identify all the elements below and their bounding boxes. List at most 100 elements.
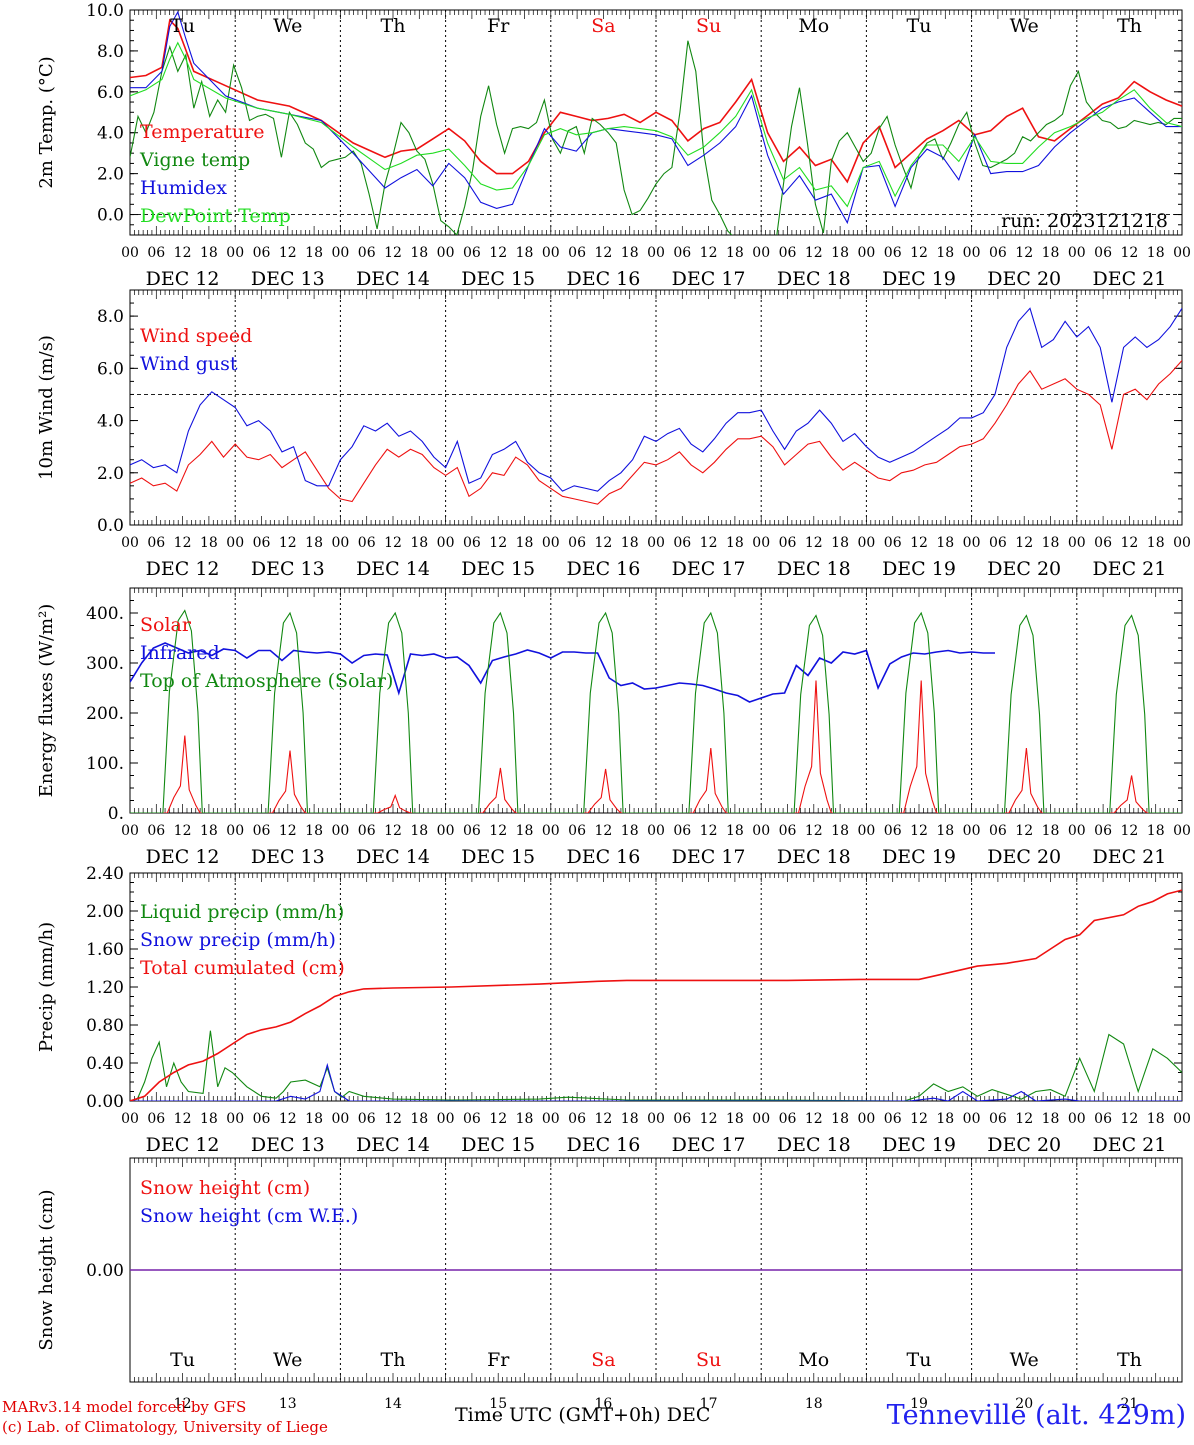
y-tick-label: 400. <box>86 604 124 624</box>
x-hour-label: 00 <box>1173 823 1191 839</box>
x-hour-label: 12 <box>594 823 612 839</box>
lab-credit: (c) Lab. of Climatology, University of L… <box>2 1418 328 1436</box>
x-hour-label: 00 <box>963 1111 981 1127</box>
x-hour-label: 00 <box>1068 823 1086 839</box>
x-hour-label: 00 <box>121 535 139 551</box>
day-of-week-label: Tu <box>907 1349 932 1371</box>
x-hour-label: 18 <box>516 245 534 261</box>
x-hour-label: 12 <box>1015 823 1033 839</box>
series-line-wind-speed <box>130 360 1182 505</box>
y-axis-label: 10m Wind (m/s) <box>36 335 57 480</box>
x-hour-label: 06 <box>463 1111 481 1127</box>
x-hour-label: 18 <box>621 535 639 551</box>
x-date-label: DEC 20 <box>987 268 1061 290</box>
x-hour-label: 06 <box>147 535 165 551</box>
x-date-label: DEC 12 <box>146 268 220 290</box>
x-hour-label: 12 <box>1015 1111 1033 1127</box>
x-hour-label: 06 <box>568 535 586 551</box>
x-hour-label: 00 <box>647 245 665 261</box>
x-hour-label: 12 <box>910 535 928 551</box>
x-hour-label: 18 <box>1042 823 1060 839</box>
y-tick-label: 300. <box>86 654 124 674</box>
x-hour-label: 00 <box>963 823 981 839</box>
x-date-label: DEC 18 <box>777 558 851 580</box>
x-hour-label: 06 <box>1094 245 1112 261</box>
x-date-label: DEC 18 <box>777 268 851 290</box>
x-hour-label: 00 <box>437 823 455 839</box>
day-number-label: 15 <box>489 1396 507 1412</box>
series-line-total-cumulated-cm- <box>130 889 1182 1101</box>
x-hour-label: 12 <box>489 535 507 551</box>
x-hour-label: 18 <box>1042 245 1060 261</box>
x-hour-label: 00 <box>1068 535 1086 551</box>
day-number-label: 13 <box>279 1396 297 1412</box>
x-hour-label: 00 <box>331 1111 349 1127</box>
x-hour-label: 12 <box>805 535 823 551</box>
y-tick-label: 6.0 <box>97 359 124 379</box>
day-number-label: 20 <box>1015 1396 1033 1412</box>
x-date-label: DEC 13 <box>251 1134 325 1156</box>
x-hour-label: 00 <box>752 1111 770 1127</box>
x-hour-label: 18 <box>200 245 218 261</box>
legend-entry: Temperature <box>140 121 264 143</box>
legend-entry: Wind speed <box>140 325 252 347</box>
x-hour-label: 18 <box>1147 245 1165 261</box>
x-hour-label: 12 <box>384 1111 402 1127</box>
series-line-temperature <box>130 18 1182 184</box>
x-hour-label: 18 <box>305 535 323 551</box>
y-tick-label: 8.0 <box>97 307 124 327</box>
x-hour-label: 12 <box>384 823 402 839</box>
x-hour-label: 18 <box>726 535 744 551</box>
x-date-label: DEC 15 <box>461 558 535 580</box>
x-hour-label: 12 <box>910 823 928 839</box>
y-tick-label: 0.80 <box>86 1016 124 1036</box>
y-tick-label: 200. <box>86 704 124 724</box>
day-number-label: 14 <box>384 1396 402 1412</box>
y-tick-label: 2.00 <box>86 902 124 922</box>
x-hour-label: 18 <box>831 245 849 261</box>
x-hour-label: 12 <box>700 245 718 261</box>
day-number-label: 19 <box>910 1396 928 1412</box>
x-hour-label: 12 <box>279 823 297 839</box>
x-hour-label: 12 <box>1015 535 1033 551</box>
x-hour-label: 00 <box>542 823 560 839</box>
day-of-week-label: We <box>1010 15 1039 37</box>
station-title: Tenneville (alt. 429m) <box>886 1400 1186 1431</box>
x-date-label: DEC 16 <box>566 846 640 868</box>
x-hour-label: 18 <box>410 1111 428 1127</box>
x-date-label: DEC 15 <box>461 846 535 868</box>
day-number-label: 12 <box>174 1396 192 1412</box>
x-hour-label: 06 <box>989 1111 1007 1127</box>
x-hour-label: 18 <box>1042 535 1060 551</box>
x-hour-label: 06 <box>1094 1111 1112 1127</box>
x-date-label: DEC 12 <box>146 846 220 868</box>
x-hour-label: 18 <box>305 1111 323 1127</box>
x-hour-label: 00 <box>752 245 770 261</box>
x-date-label: DEC 12 <box>146 558 220 580</box>
x-hour-label: 06 <box>463 245 481 261</box>
x-date-label: DEC 13 <box>251 268 325 290</box>
series-line-humidex <box>130 10 1182 225</box>
x-hour-label: 06 <box>358 535 376 551</box>
x-hour-label: 00 <box>857 1111 875 1127</box>
day-number-label: 18 <box>805 1396 823 1412</box>
x-hour-label: 06 <box>673 1111 691 1127</box>
day-of-week-label: Mo <box>798 1349 829 1371</box>
series-line-infrared <box>130 642 995 703</box>
x-date-label: DEC 17 <box>672 1134 746 1156</box>
x-date-label: DEC 21 <box>1092 846 1166 868</box>
x-hour-label: 18 <box>621 823 639 839</box>
x-hour-label: 00 <box>963 535 981 551</box>
x-date-label: DEC 16 <box>566 268 640 290</box>
series-line-snow-precip-mm-h- <box>130 1062 1182 1101</box>
x-date-label: DEC 15 <box>461 268 535 290</box>
x-hour-label: 00 <box>1173 245 1191 261</box>
x-hour-label: 18 <box>516 535 534 551</box>
legend-entry: Top of Atmosphere (Solar) <box>140 670 393 692</box>
x-hour-label: 18 <box>200 1111 218 1127</box>
x-hour-label: 12 <box>489 1111 507 1127</box>
y-tick-label: 0. <box>108 804 124 824</box>
x-hour-label: 06 <box>463 535 481 551</box>
x-hour-label: 00 <box>752 535 770 551</box>
day-of-week-label: Mo <box>798 15 829 37</box>
